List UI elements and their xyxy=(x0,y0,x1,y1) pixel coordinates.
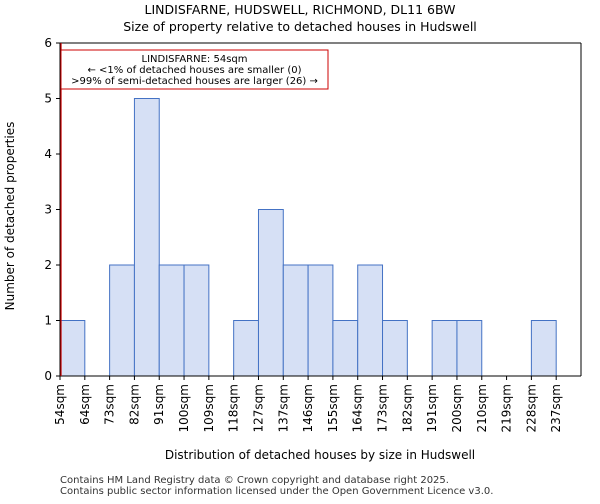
y-tick-label: 1 xyxy=(44,314,52,328)
x-tick-label: 155sqm xyxy=(326,384,340,432)
x-tick-label: 64sqm xyxy=(78,384,92,425)
annotation-line-3: >99% of semi-detached houses are larger … xyxy=(71,76,318,87)
x-ticks: 54sqm 64sqm 73sqm 82sqm 91sqm 100sqm 109sqm 118… xyxy=(53,376,563,432)
x-tick-label: 164sqm xyxy=(351,384,365,432)
x-tick-label: 237sqm xyxy=(549,384,563,432)
bar-164sqm xyxy=(357,264,384,377)
x-tick-label: 54sqm xyxy=(53,384,67,425)
x-tick-label: 200sqm xyxy=(450,384,464,432)
y-tick-label: 3 xyxy=(44,203,52,217)
bar-173sqm xyxy=(382,320,408,377)
x-tick-label: 109sqm xyxy=(202,384,216,432)
x-tick-label: 91sqm xyxy=(152,384,166,425)
bar-200sqm xyxy=(456,320,483,377)
x-tick-label: 127sqm xyxy=(251,384,265,432)
bar-146sqm xyxy=(307,264,334,377)
x-tick-label: 219sqm xyxy=(500,384,514,432)
footer-line-2: Contains public sector information licen… xyxy=(60,486,493,497)
x-tick-label: 82sqm xyxy=(127,384,141,425)
annotation-line-1: LINDISFARNE: 54sqm xyxy=(142,54,248,65)
chart-subtitle: Size of property relative to detached ho… xyxy=(123,19,477,34)
y-axis-label: Number of detached properties xyxy=(3,122,17,311)
y-ticks: 0 1 2 3 4 5 6 xyxy=(44,36,60,383)
x-tick-label: 210sqm xyxy=(475,384,489,432)
bar-91sqm xyxy=(158,264,185,377)
footer-line-1: Contains HM Land Registry data © Crown c… xyxy=(60,475,449,486)
x-tick-label: 100sqm xyxy=(177,384,191,432)
y-tick-label: 6 xyxy=(44,36,52,50)
y-tick-label: 0 xyxy=(44,369,52,383)
annotation-rect xyxy=(60,49,329,90)
bar-127sqm xyxy=(257,209,284,377)
bar-228sqm xyxy=(530,320,557,377)
x-tick-label: 228sqm xyxy=(524,384,538,432)
annotation-box: LINDISFARNE: 54sqm ← <1% of detached hou… xyxy=(60,49,329,90)
x-tick-label: 146sqm xyxy=(301,384,315,432)
bar-54sqm xyxy=(59,320,86,377)
bar-118sqm xyxy=(233,320,259,377)
bar-155sqm xyxy=(332,320,359,377)
bar-191sqm xyxy=(431,320,458,377)
annotation-line-2: ← <1% of detached houses are smaller (0) xyxy=(88,65,302,76)
y-tick-label: 2 xyxy=(44,258,52,272)
y-tick-label: 4 xyxy=(44,147,52,161)
x-tick-label: 73sqm xyxy=(103,384,117,425)
bars-layer xyxy=(59,98,557,377)
x-tick-label: 173sqm xyxy=(376,384,390,432)
bar-73sqm xyxy=(109,264,135,377)
x-tick-label: 137sqm xyxy=(276,384,290,432)
x-tick-label: 182sqm xyxy=(400,384,414,432)
x-tick-label: 118sqm xyxy=(227,384,241,432)
y-tick-label: 5 xyxy=(44,92,52,106)
x-axis-label: Distribution of detached houses by size … xyxy=(165,448,475,462)
x-tick-label: 191sqm xyxy=(425,384,439,432)
bar-137sqm xyxy=(282,264,309,377)
bar-100sqm xyxy=(183,264,210,377)
bar-82sqm xyxy=(133,98,160,377)
chart-title: LINDISFARNE, HUDSWELL, RICHMOND, DL11 6B… xyxy=(145,2,456,17)
